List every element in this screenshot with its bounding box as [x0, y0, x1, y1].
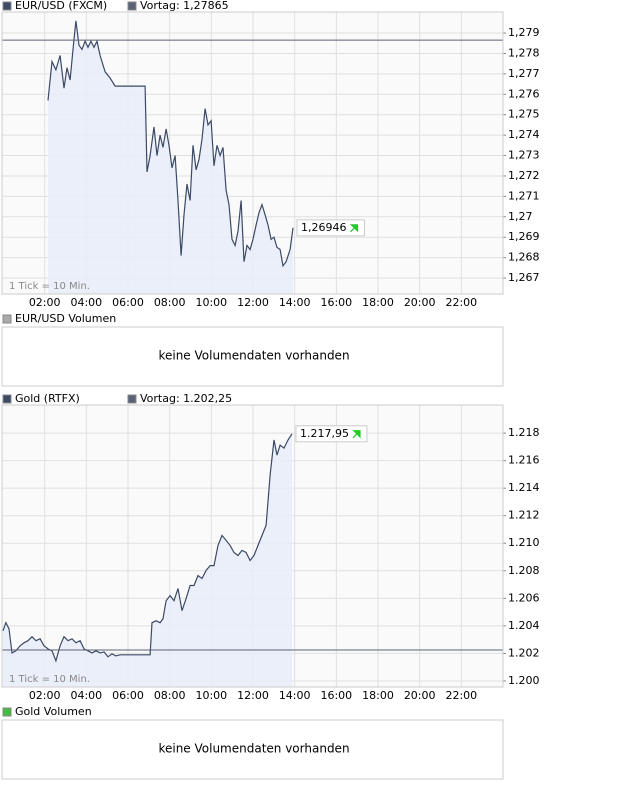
y-tick-label: 1.214	[508, 481, 540, 494]
volume-panel	[1, 326, 504, 387]
legend-swatch	[2, 707, 12, 717]
annotation: 1 Tick = 10 Min.	[9, 674, 90, 685]
y-tick-label: 1.208	[508, 564, 540, 577]
x-tick-label: 02:00	[29, 689, 61, 702]
y-tick-label: 1.200	[508, 674, 540, 687]
x-tick-label: 04:00	[70, 689, 102, 702]
volume-message: keine Volumendaten vorhanden	[158, 742, 349, 756]
legend-swatch	[127, 394, 137, 404]
last-value-box	[296, 219, 365, 237]
x-tick-label: 12:00	[237, 689, 269, 702]
legend-swatch	[2, 1, 12, 11]
plot-border	[1, 11, 504, 295]
price-line	[2, 433, 293, 663]
y-tick-label: 1,277	[508, 67, 540, 80]
x-tick-label: 18:00	[362, 689, 394, 702]
legend-swatch	[2, 394, 12, 404]
area-fill	[3, 433, 292, 687]
plot-border	[1, 404, 504, 688]
x-tick-label: 18:00	[362, 296, 394, 309]
legend-label: EUR/USD (FXCM)	[15, 0, 107, 12]
x-tick-label: 08:00	[154, 296, 186, 309]
x-tick-label: 14:00	[279, 689, 311, 702]
y-tick-label: 1.216	[508, 454, 540, 467]
y-tick-label: 1,279	[508, 26, 540, 39]
y-tick-label: 1.204	[508, 619, 540, 632]
y-tick-label: 1,274	[508, 128, 540, 141]
legend-label: Gold (RTFX)	[15, 392, 80, 405]
y-tick-label: 1,27	[508, 210, 533, 223]
y-tick-label: 1.202	[508, 646, 540, 659]
y-tick-label: 1,272	[508, 169, 540, 182]
volume-message: keine Volumendaten vorhanden	[158, 349, 349, 363]
last-value-box	[295, 425, 368, 443]
x-tick-label: 22:00	[445, 296, 477, 309]
y-tick-label: 1.218	[508, 426, 540, 439]
y-tick-label: 1,275	[508, 108, 540, 121]
legend-swatch	[127, 1, 137, 11]
x-tick-label: 04:00	[70, 296, 102, 309]
trend-arrow	[349, 224, 359, 233]
x-tick-label: 16:00	[320, 689, 352, 702]
x-tick-label: 10:00	[195, 689, 227, 702]
annotation: 1 Tick = 10 Min.	[9, 281, 90, 292]
reference-label: Vortag: 1.202,25	[140, 392, 232, 405]
volume-title: EUR/USD Volumen	[15, 312, 116, 325]
y-tick-label: 1.212	[508, 509, 540, 522]
last-value-label: 1.217,95	[300, 427, 349, 440]
x-tick-label: 06:00	[112, 689, 144, 702]
legend-swatch	[2, 314, 12, 324]
x-tick-label: 20:00	[404, 689, 436, 702]
price-line	[47, 20, 294, 268]
x-tick-label: 20:00	[404, 296, 436, 309]
reference-label: Vortag: 1,27865	[140, 0, 229, 12]
y-tick-label: 1.210	[508, 536, 540, 549]
y-tick-label: 1,278	[508, 46, 540, 59]
y-tick-label: 1,276	[508, 87, 540, 100]
y-tick-label: 1,273	[508, 149, 540, 162]
y-tick-label: 1,267	[508, 271, 540, 284]
trend-arrow	[352, 430, 361, 439]
x-tick-label: 08:00	[154, 689, 186, 702]
y-tick-label: 1.206	[508, 591, 540, 604]
x-tick-label: 14:00	[279, 296, 311, 309]
x-tick-label: 06:00	[112, 296, 144, 309]
x-tick-label: 10:00	[195, 296, 227, 309]
y-tick-label: 1,271	[508, 189, 540, 202]
x-tick-label: 16:00	[320, 296, 352, 309]
x-tick-label: 12:00	[237, 296, 269, 309]
y-tick-label: 1,269	[508, 230, 540, 243]
volume-panel	[1, 719, 504, 780]
x-tick-label: 22:00	[445, 689, 477, 702]
x-tick-label: 02:00	[29, 296, 61, 309]
y-tick-label: 1,268	[508, 251, 540, 264]
last-value-label: 1,26946	[301, 221, 347, 234]
volume-title: Gold Volumen	[15, 705, 92, 718]
